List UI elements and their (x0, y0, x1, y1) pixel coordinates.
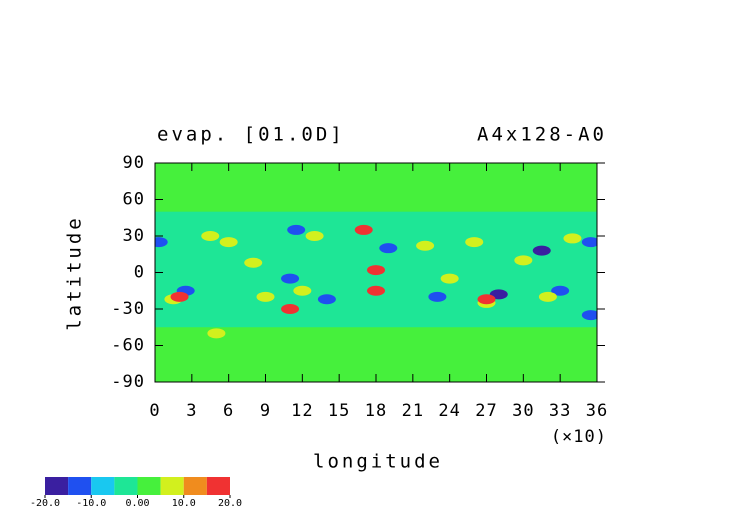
colorbar-swatch (206, 477, 230, 495)
x-tick-label: 27 (475, 401, 497, 421)
chart-subtitle: A4x128-A0 (477, 124, 607, 146)
x-tick-label: 9 (260, 401, 271, 421)
contour-blob (367, 265, 385, 276)
x-tick-label: 18 (365, 401, 387, 421)
x-multiplier: (×10) (551, 427, 607, 447)
y-tick-label: 30 (123, 226, 145, 246)
contour-blob (244, 257, 263, 268)
x-tick-label: 0 (149, 401, 160, 421)
contour-blob (219, 237, 238, 248)
contour-blob (440, 273, 459, 284)
contour-blob (354, 224, 373, 235)
colorbar-swatch (91, 477, 115, 495)
contour-blob (514, 255, 533, 266)
colorbar-swatch (160, 477, 184, 495)
y-tick-label: -30 (111, 299, 145, 319)
y-axis-title: latitude (64, 215, 86, 331)
contour-blob (287, 224, 306, 235)
x-tick-label: 24 (438, 401, 460, 421)
contour-blob (532, 245, 551, 256)
contour-blob (207, 328, 226, 339)
contour-blob (563, 233, 582, 244)
colorbar-label: 0.00 (125, 498, 149, 509)
contour-blob (256, 291, 275, 302)
field-band (155, 327, 597, 382)
y-tick-label: -60 (111, 336, 145, 356)
colorbar-label: 10.0 (172, 498, 196, 509)
contour-blob (477, 294, 496, 305)
contour-blob (170, 291, 189, 302)
contour-blob (538, 291, 557, 302)
x-tick-label: 36 (586, 401, 608, 421)
colorbar-swatch (45, 477, 69, 495)
x-tick-label: 15 (328, 401, 350, 421)
contour-blob (416, 240, 435, 251)
contour-blob (305, 231, 324, 241)
x-tick-label: 33 (549, 401, 571, 421)
field-band (155, 163, 597, 212)
x-tick-label: 30 (512, 401, 534, 421)
x-tick-label: 21 (402, 401, 424, 421)
x-axis-title: longitude (313, 451, 443, 473)
y-tick-label: 90 (123, 153, 145, 173)
colorbar-label: -20.0 (30, 498, 60, 509)
x-tick-label: 12 (291, 401, 313, 421)
contour-blob (465, 237, 484, 248)
contour-blob (293, 285, 312, 296)
contour-blob (581, 310, 597, 321)
colorbar-label: -10.0 (76, 498, 106, 509)
contour-blob (281, 273, 300, 284)
colorbar-label: 20.0 (218, 498, 242, 509)
colorbar-swatch (137, 477, 161, 495)
colorbar-swatch (183, 477, 207, 495)
contour-blob (551, 285, 570, 296)
contour-blob (379, 243, 398, 254)
y-tick-label: -90 (111, 372, 145, 392)
contour-blob (201, 231, 220, 241)
contour-blob (155, 237, 168, 248)
contour-blob (428, 291, 447, 302)
field (155, 163, 597, 382)
colorbar-swatch (114, 477, 138, 495)
chart-title: evap. [01.0D] (157, 124, 345, 146)
y-tick-label: 60 (123, 190, 145, 210)
y-tick-label: 0 (134, 263, 145, 283)
contour-blob (367, 285, 385, 296)
colorbar-swatch (68, 477, 92, 495)
contour-blob (317, 294, 336, 305)
x-tick-label: 3 (186, 401, 197, 421)
x-tick-label: 6 (223, 401, 234, 421)
contour-blob (281, 304, 300, 314)
contour-blob (581, 237, 597, 248)
